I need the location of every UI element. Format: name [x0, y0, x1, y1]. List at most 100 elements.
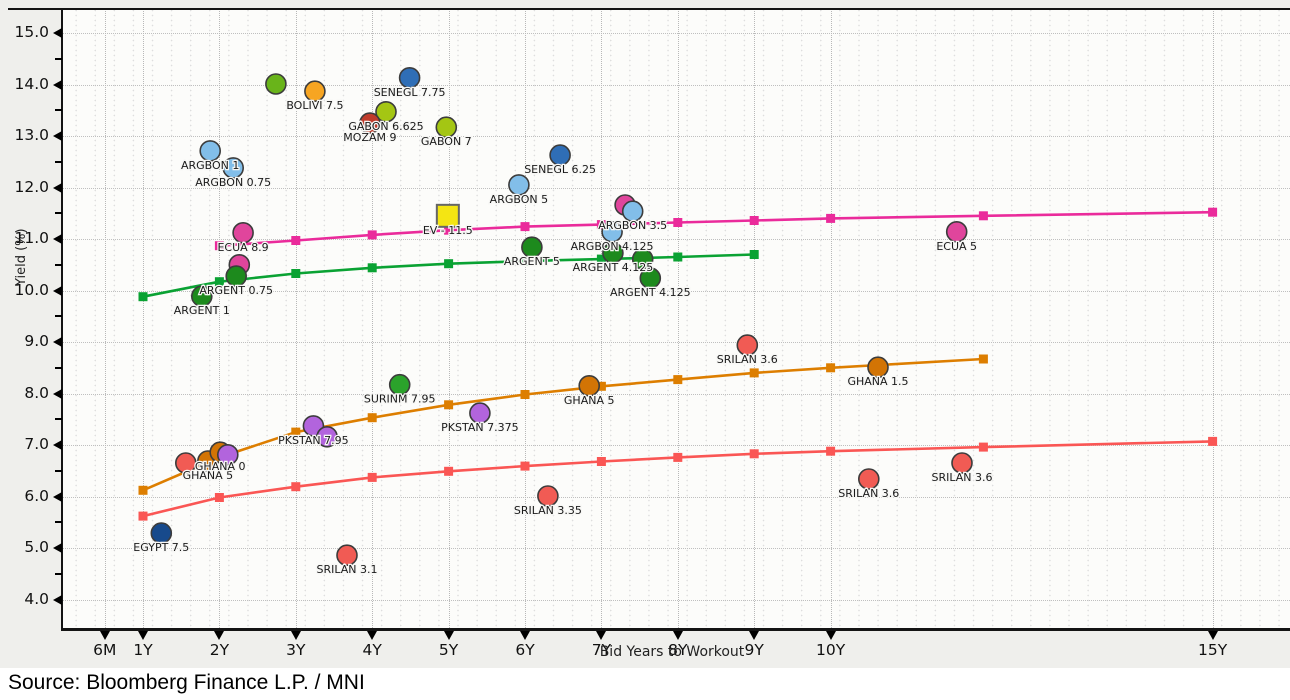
hgridline — [63, 599, 1290, 601]
bond-point-mozam-9[interactable] — [359, 112, 381, 134]
bond-point[interactable] — [217, 443, 239, 466]
x-axis: 6M 1Y 2Y 3Y 4Y 5Y 6Y 7Y 8Y 9Y 10Y 15Y — [0, 631, 1290, 668]
y-tick-marker — [53, 491, 62, 502]
bond-point-srilan-3.6[interactable] — [951, 452, 973, 474]
x-tick-label: 9Y — [744, 641, 764, 659]
bond-point-argent-1[interactable] — [191, 285, 213, 308]
vgridline — [104, 8, 106, 628]
y-minor-tick — [55, 263, 62, 266]
bond-point-argbon-0.75[interactable] — [222, 157, 244, 179]
curve-node-marker — [520, 390, 530, 399]
bond-point-egypt-7.5[interactable] — [150, 522, 173, 544]
curve-node-marker — [367, 263, 377, 273]
bond-point-srilan-3.6[interactable] — [736, 334, 759, 356]
bond-point-label: GABON 6.625 — [348, 120, 423, 133]
bond-point-argent-4.125[interactable] — [639, 267, 662, 289]
bond-point[interactable] — [316, 425, 338, 448]
bond-point-label: GHANA 5 — [183, 469, 234, 482]
bond-point-bolivi-7.5[interactable] — [304, 80, 326, 102]
x-axis-line — [61, 628, 1290, 631]
bond-point-argent-0.75[interactable] — [225, 265, 247, 287]
bond-point-srilan-3.6[interactable] — [857, 468, 880, 490]
y-tick-label: 14.0 — [14, 74, 49, 93]
bond-point-label: ECUA 5 — [936, 240, 977, 253]
vgridline — [1212, 8, 1214, 628]
bond-point-gabon-7[interactable] — [435, 116, 458, 138]
bond-point-pkstan-7.375[interactable] — [469, 402, 491, 424]
y-minor-tick — [55, 315, 62, 318]
bond-point-ghana-5[interactable] — [578, 374, 601, 397]
y-tick-marker — [53, 28, 62, 38]
x-tick-label: 8Y — [668, 641, 688, 659]
hgridline — [63, 548, 1290, 549]
bond-point-gabon-6.625[interactable] — [375, 101, 397, 123]
bond-point-argent-5[interactable] — [521, 236, 543, 258]
y-tick-label: 6.0 — [24, 486, 49, 505]
y-tick-label: 5.0 — [24, 538, 49, 556]
curve-node-marker — [291, 269, 301, 278]
bond-point-label: EV - 11.5 — [423, 224, 473, 237]
bond-point-ecua-8.9[interactable] — [232, 222, 254, 244]
curve-node-marker — [673, 218, 683, 227]
curve-node-marker — [291, 427, 301, 437]
x-tick-label: 7Y — [591, 641, 612, 659]
curve-node-marker — [138, 292, 148, 302]
bond-point-label: ARGENT 4.125 — [573, 261, 654, 274]
curve-node-marker — [1208, 436, 1218, 446]
bond-point[interactable] — [265, 73, 287, 95]
srilanka-fitted-curve — [138, 436, 1218, 521]
bond-point-label: SRILAN 3.6 — [932, 471, 993, 484]
curve-node-marker — [444, 400, 454, 410]
x-tick-label: 5Y — [438, 641, 459, 659]
y-minor-tick — [55, 212, 62, 215]
y-minor-tick — [55, 366, 62, 369]
bond-point[interactable] — [631, 248, 654, 270]
y-tick-marker — [53, 440, 62, 450]
vgridline — [677, 8, 679, 628]
vgridline — [448, 8, 450, 628]
curve-node-marker — [520, 461, 530, 471]
bond-point-srilan-3.35[interactable] — [537, 485, 559, 507]
y-minor-tick — [55, 160, 62, 163]
y-tick-marker — [53, 543, 62, 553]
hgridline — [63, 393, 1290, 395]
x-tick-marker — [99, 631, 110, 640]
bond-point-argent-4.125[interactable] — [602, 242, 624, 264]
ev-square-point[interactable] — [435, 203, 460, 228]
bond-point-senegl-6.25[interactable] — [549, 144, 571, 166]
y-tick-marker — [53, 594, 62, 605]
y-minor-tick — [55, 572, 62, 575]
bond-point-surinm-7.95[interactable] — [388, 373, 411, 396]
x-tick-marker — [825, 631, 836, 640]
bond-point-argbon-4.125[interactable] — [601, 221, 623, 243]
y-tick-label: 11.0 — [14, 229, 49, 247]
y-tick-marker — [53, 234, 62, 244]
x-tick-marker — [290, 631, 301, 640]
ecuador-fitted-curve — [214, 207, 1218, 251]
bond-point-ghana-1.5[interactable] — [867, 356, 889, 379]
vgridline — [754, 8, 756, 628]
bond-point-srilan-3.1[interactable] — [336, 544, 358, 567]
bond-point-label: ARGENT 0.75 — [199, 284, 273, 297]
curve-node-marker — [444, 466, 454, 476]
curve-node-marker — [138, 511, 148, 521]
x-tick-marker — [1207, 631, 1218, 640]
hgridline — [63, 187, 1290, 189]
y-minor-tick — [55, 469, 62, 472]
x-tick-label: 1Y — [133, 641, 153, 659]
bond-point-label: GHANA 1.5 — [847, 375, 908, 388]
y-minor-tick — [55, 418, 62, 421]
bond-point-argbon-3.5[interactable] — [621, 200, 644, 222]
bond-point-ecua-5[interactable] — [945, 221, 968, 243]
source-credit: Source: Bloomberg Finance L.P. / MNI — [8, 668, 1290, 700]
bond-point-senegl-7.75[interactable] — [398, 67, 421, 89]
bond-point-argbon-5[interactable] — [508, 174, 530, 196]
vgridline — [601, 8, 603, 628]
y-axis-title: Yield (%) — [14, 228, 29, 286]
bond-point[interactable] — [175, 452, 197, 474]
bond-point-label: SRILAN 3.6 — [717, 353, 778, 366]
x-tick-marker — [596, 631, 607, 640]
bond-point-argbon-1[interactable] — [199, 140, 221, 162]
y-tick-label: 7.0 — [24, 435, 49, 453]
